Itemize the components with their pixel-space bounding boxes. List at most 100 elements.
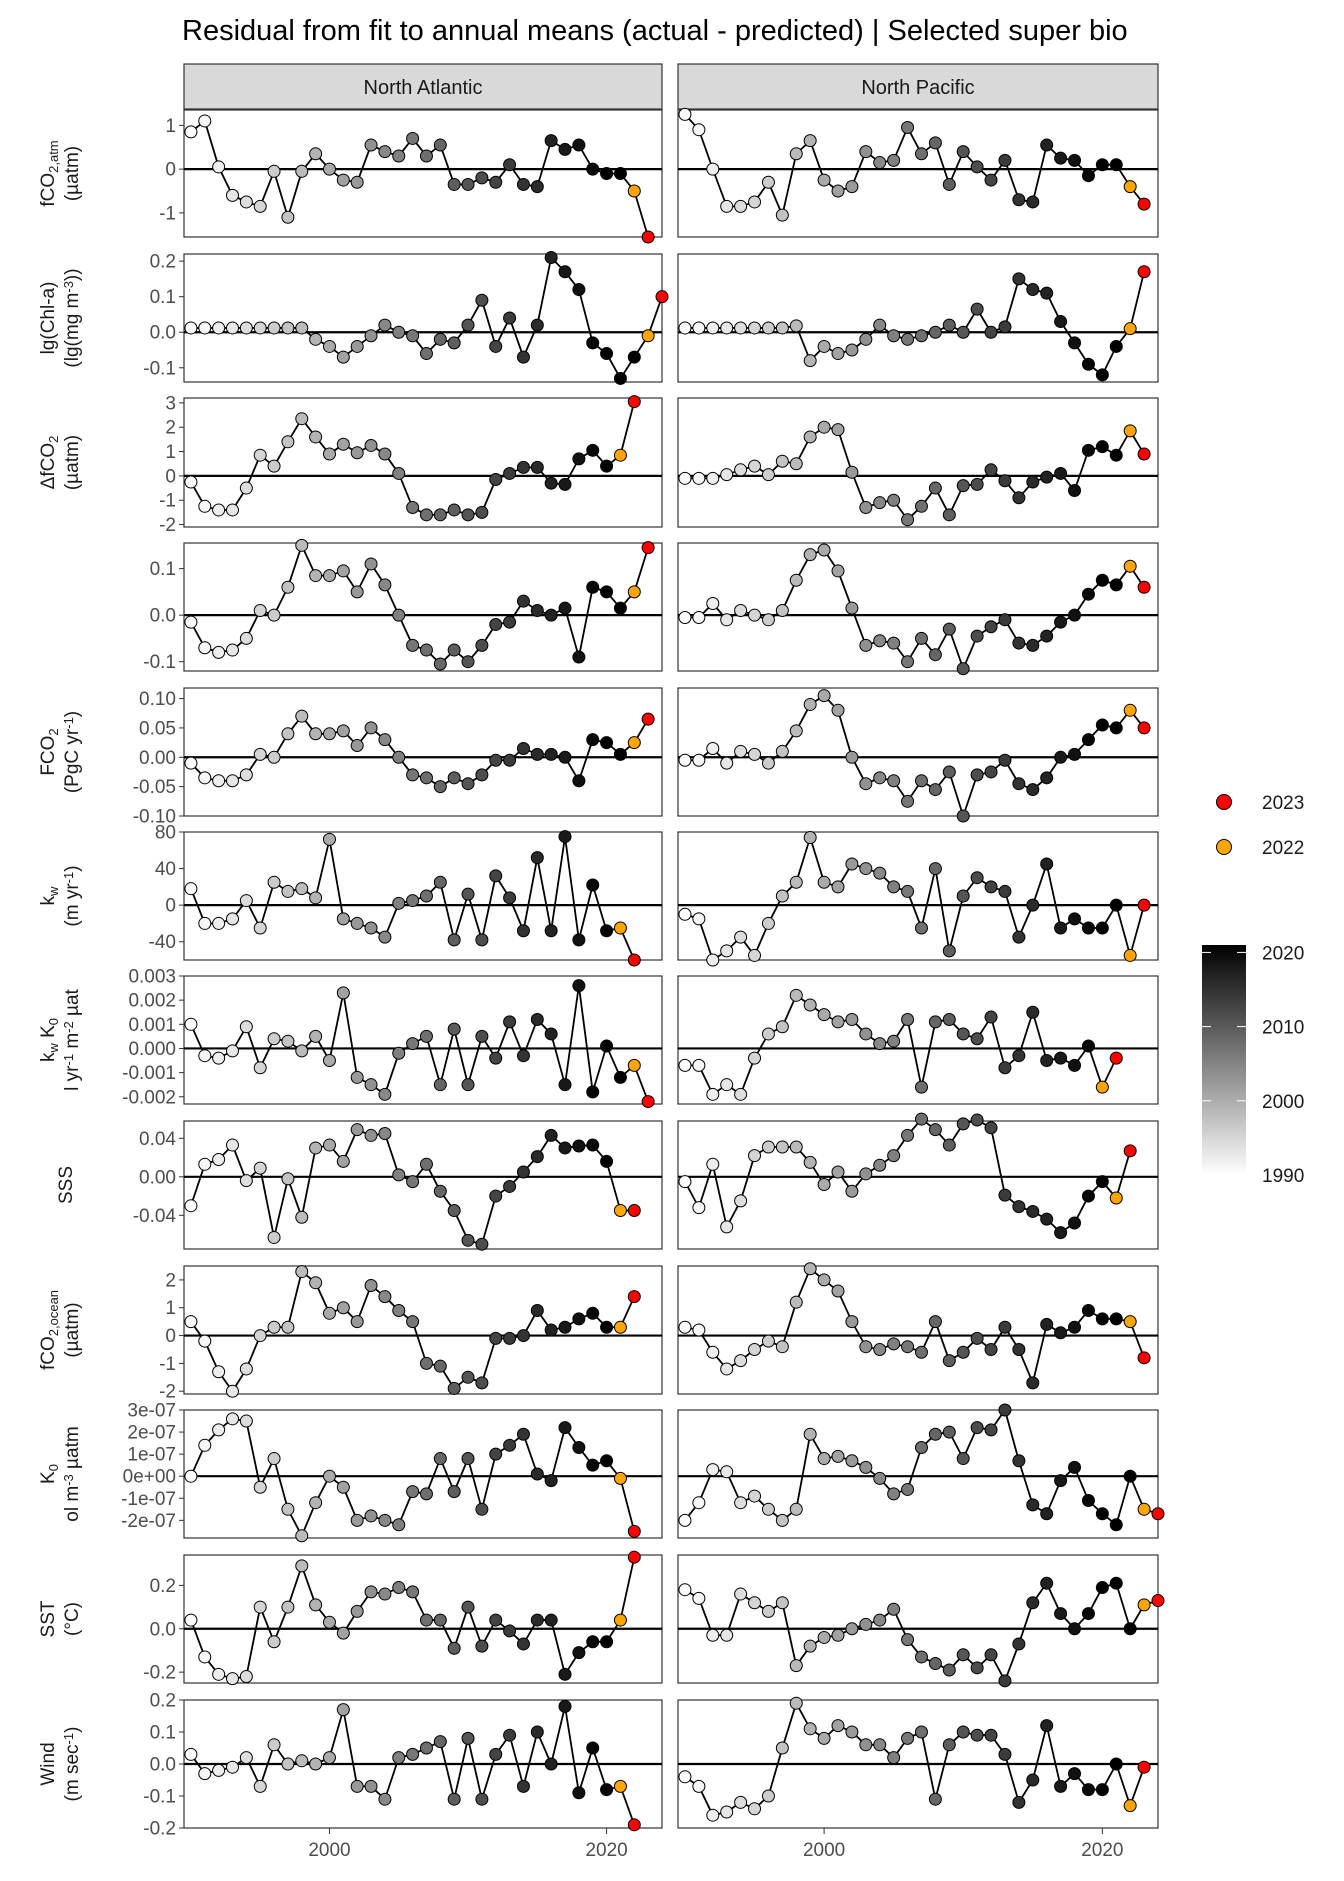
data-point	[558, 477, 572, 491]
data-point	[692, 912, 706, 926]
data-point	[350, 339, 364, 353]
data-point	[433, 780, 447, 794]
data-point	[295, 412, 309, 426]
data-point	[613, 167, 627, 180]
data-point	[734, 1496, 748, 1510]
data-point	[984, 1010, 998, 1024]
data-point	[873, 156, 887, 170]
data-point	[212, 503, 226, 517]
y-axis-label-part: 2,atm	[46, 140, 61, 173]
data-point	[887, 636, 901, 650]
data-point	[253, 603, 267, 617]
data-point	[873, 634, 887, 648]
data-point	[572, 1312, 586, 1326]
data-point	[530, 180, 544, 194]
data-point	[845, 857, 859, 871]
data-point	[1068, 1460, 1082, 1474]
data-point	[378, 145, 392, 159]
data-point	[1081, 1039, 1095, 1053]
data-point	[706, 953, 720, 967]
data-point	[336, 1480, 350, 1494]
data-point	[544, 1757, 558, 1771]
y-axis-label-part: m	[62, 1033, 83, 1054]
legend-label: 2022	[1262, 838, 1304, 859]
data-point	[309, 1496, 323, 1510]
data-point	[419, 1613, 433, 1627]
data-point	[516, 1427, 530, 1441]
data-point	[887, 880, 901, 894]
data-point	[225, 188, 239, 202]
data-point	[734, 199, 748, 213]
data-point	[706, 321, 720, 335]
panel-border	[183, 1554, 663, 1684]
data-point	[475, 1237, 489, 1251]
data-point	[295, 538, 309, 552]
data-point	[378, 1290, 392, 1304]
data-point	[803, 134, 817, 148]
y-tick-label: -0.1	[143, 652, 176, 673]
y-tick-label: 0.0	[150, 1619, 176, 1640]
data-point	[1068, 153, 1082, 167]
data-point	[281, 580, 295, 594]
data-point	[887, 1337, 901, 1351]
data-point	[887, 1487, 901, 1501]
data-point	[1054, 1779, 1068, 1793]
panels: fCO2,atm (µatm)10-1lg(Chl-a) (lg(mg m-3))0…	[38, 107, 1165, 1840]
data-point	[984, 463, 998, 477]
data-point	[572, 452, 586, 466]
panel-border	[677, 542, 1159, 672]
data-point	[364, 138, 378, 152]
data-point	[775, 744, 789, 758]
panel-border	[677, 1265, 1159, 1395]
data-point	[692, 1779, 706, 1793]
data-point	[1026, 1376, 1040, 1390]
data-point	[572, 979, 586, 993]
data-point	[309, 891, 323, 905]
data-point	[613, 448, 627, 462]
data-point	[1054, 1226, 1068, 1240]
data-point	[831, 1449, 845, 1463]
data-point	[678, 907, 692, 921]
data-point	[309, 1029, 323, 1043]
panel-border	[183, 109, 663, 238]
data-point	[253, 321, 267, 335]
data-point	[627, 953, 641, 967]
data-point	[720, 756, 734, 770]
facet-strips: North Atlantic North Pacific	[183, 63, 1159, 110]
data-point	[267, 321, 281, 335]
data-point	[516, 460, 530, 474]
data-point	[859, 332, 873, 346]
data-point	[761, 613, 775, 627]
series-line	[190, 1706, 636, 1826]
data-point	[267, 750, 281, 764]
data-point	[748, 1342, 762, 1356]
y-axis-label-part: (m sec	[62, 1744, 83, 1801]
data-point	[489, 1447, 503, 1461]
data-point	[678, 471, 692, 485]
data-point	[845, 343, 859, 357]
data-point	[706, 1157, 720, 1171]
data-point	[198, 1767, 212, 1781]
data-point	[734, 463, 748, 477]
y-tick-label: -2	[159, 1382, 176, 1403]
data-point	[336, 437, 350, 451]
series-line	[684, 834, 1145, 962]
data-point	[489, 339, 503, 353]
data-point	[817, 339, 831, 353]
data-point	[198, 1650, 212, 1664]
data-point	[1012, 777, 1026, 791]
data-point	[627, 736, 641, 750]
data-point	[239, 1362, 253, 1376]
data-point	[789, 988, 803, 1002]
data-point	[419, 889, 433, 903]
data-point	[198, 641, 212, 655]
data-point	[627, 1290, 641, 1304]
data-point	[1109, 898, 1123, 912]
data-point	[267, 1230, 281, 1244]
data-point	[544, 1128, 558, 1142]
data-point	[775, 454, 789, 468]
data-point	[530, 1304, 544, 1318]
data-point	[1123, 703, 1137, 717]
data-point	[613, 921, 627, 935]
data-point	[364, 329, 378, 343]
